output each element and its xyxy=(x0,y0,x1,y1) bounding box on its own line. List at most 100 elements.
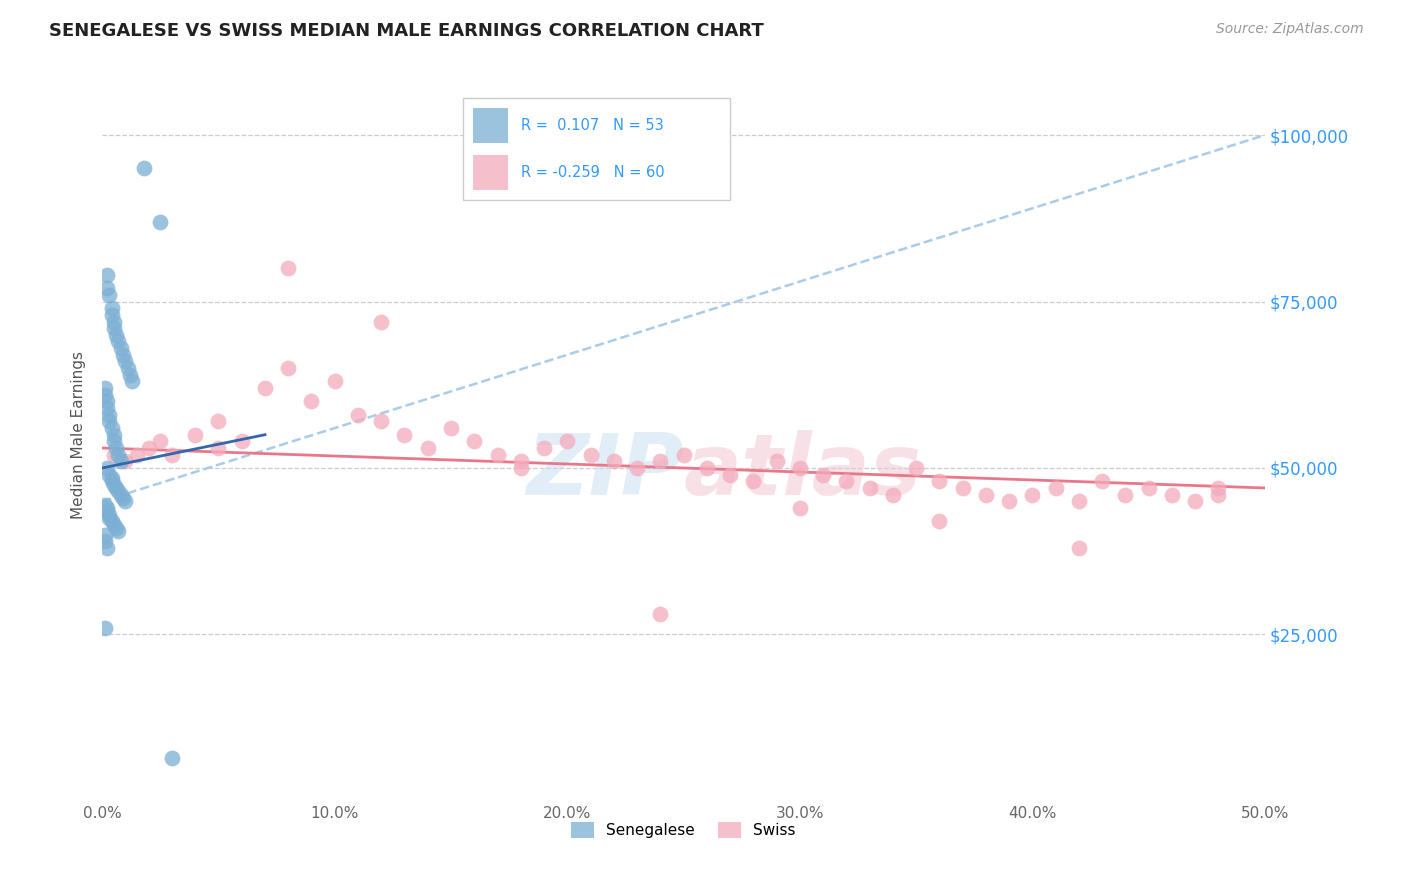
Text: SENEGALESE VS SWISS MEDIAN MALE EARNINGS CORRELATION CHART: SENEGALESE VS SWISS MEDIAN MALE EARNINGS… xyxy=(49,22,763,40)
Point xyxy=(98,414,121,428)
Point xyxy=(110,488,132,502)
Point xyxy=(93,534,115,549)
Point xyxy=(789,500,811,515)
Point xyxy=(928,514,950,528)
Point xyxy=(603,454,626,468)
Point xyxy=(103,517,125,532)
Point xyxy=(1067,494,1090,508)
Point xyxy=(882,488,904,502)
Point xyxy=(132,161,155,176)
Point xyxy=(120,368,142,382)
Point xyxy=(121,375,143,389)
Point xyxy=(93,621,115,635)
Point xyxy=(207,441,229,455)
Text: Source: ZipAtlas.com: Source: ZipAtlas.com xyxy=(1216,22,1364,37)
Point xyxy=(416,441,439,455)
Point xyxy=(96,504,118,518)
Point xyxy=(742,475,765,489)
Point xyxy=(103,314,125,328)
Point xyxy=(160,750,183,764)
Point xyxy=(100,475,122,489)
Point xyxy=(1184,494,1206,508)
Point xyxy=(1045,481,1067,495)
Point xyxy=(370,314,392,328)
Point xyxy=(96,461,118,475)
Y-axis label: Median Male Earnings: Median Male Earnings xyxy=(72,351,86,519)
Point xyxy=(277,361,299,376)
Point xyxy=(440,421,463,435)
Point xyxy=(835,475,858,489)
Point xyxy=(114,354,136,368)
Point xyxy=(765,454,787,468)
Point xyxy=(347,408,370,422)
Point xyxy=(105,481,128,495)
Point xyxy=(463,434,485,449)
Point xyxy=(1091,475,1114,489)
Point xyxy=(555,434,578,449)
Point xyxy=(533,441,555,455)
Point xyxy=(100,301,122,316)
Point xyxy=(98,508,121,522)
Point xyxy=(952,481,974,495)
Point xyxy=(100,514,122,528)
Point xyxy=(905,461,928,475)
Point xyxy=(486,448,509,462)
Point xyxy=(1114,488,1136,502)
Point xyxy=(149,214,172,228)
Point xyxy=(253,381,276,395)
Text: ZIP: ZIP xyxy=(526,430,683,513)
Point xyxy=(96,401,118,415)
Point xyxy=(103,321,125,335)
Point xyxy=(103,448,125,462)
Point xyxy=(107,334,129,349)
Point xyxy=(96,394,118,409)
Point xyxy=(110,341,132,355)
Point xyxy=(100,308,122,322)
Point xyxy=(93,498,115,512)
Point xyxy=(96,268,118,282)
Point xyxy=(626,461,648,475)
Point xyxy=(650,607,672,622)
Point xyxy=(1160,488,1182,502)
Point xyxy=(103,477,125,491)
Point xyxy=(718,467,741,482)
Point xyxy=(650,454,672,468)
Point xyxy=(98,511,121,525)
Point xyxy=(579,448,602,462)
Point xyxy=(789,461,811,475)
Point xyxy=(107,524,129,539)
Point xyxy=(103,434,125,449)
Point xyxy=(974,488,997,502)
Point xyxy=(998,494,1021,508)
Point xyxy=(107,484,129,499)
Point xyxy=(138,441,160,455)
Point xyxy=(1021,488,1043,502)
Point xyxy=(96,500,118,515)
Point xyxy=(114,494,136,508)
Point xyxy=(105,441,128,455)
Point xyxy=(93,381,115,395)
Point xyxy=(103,427,125,442)
Point xyxy=(105,327,128,342)
Point xyxy=(98,408,121,422)
Point xyxy=(105,521,128,535)
Point xyxy=(323,375,346,389)
Point xyxy=(184,427,207,442)
Point xyxy=(1137,481,1160,495)
Point xyxy=(231,434,253,449)
Point xyxy=(811,467,834,482)
Point xyxy=(277,261,299,276)
Point xyxy=(114,454,136,468)
Point xyxy=(117,361,139,376)
Point xyxy=(509,454,531,468)
Point xyxy=(672,448,695,462)
Point xyxy=(112,348,135,362)
Point xyxy=(207,414,229,428)
Point xyxy=(96,281,118,295)
Point xyxy=(110,454,132,468)
Point xyxy=(301,394,323,409)
Point xyxy=(100,421,122,435)
Point xyxy=(1208,488,1230,502)
Point xyxy=(160,448,183,462)
Point xyxy=(93,388,115,402)
